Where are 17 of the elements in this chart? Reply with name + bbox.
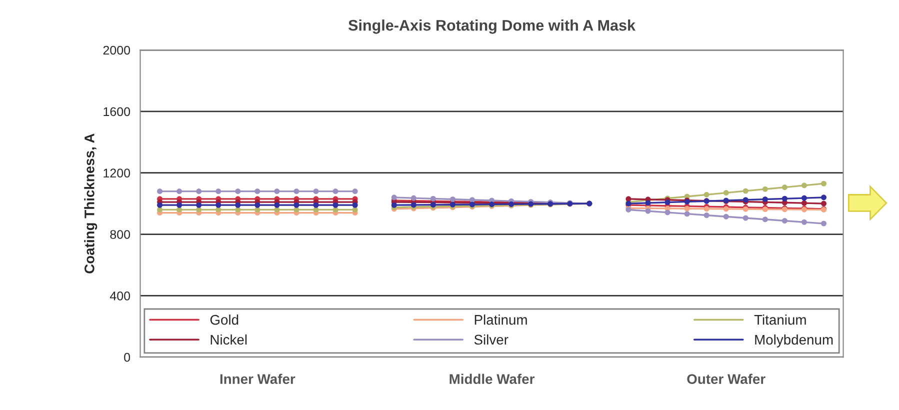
x-tick-label: Outer Wafer xyxy=(687,374,766,384)
x-tick-label: Inner Wafer xyxy=(220,374,296,384)
legend-label: Gold xyxy=(210,314,238,325)
legend-label: Platinum xyxy=(474,314,527,325)
legend-label: Titanium xyxy=(754,314,806,325)
y-tick-label: 2000 xyxy=(103,46,130,55)
chart-title: Single-Axis Rotating Dome with A Mask xyxy=(348,20,636,34)
x-tick-label: Middle Wafer xyxy=(450,374,534,384)
legend-label: Nickel xyxy=(210,334,247,345)
y-tick-label: 1600 xyxy=(104,107,130,116)
legend-label: Molybdenum xyxy=(755,334,833,348)
y-tick-label: 0 xyxy=(124,352,130,362)
legend-label: Silver xyxy=(474,334,508,345)
y-axis-title: Coating Thickness, A xyxy=(84,134,98,274)
y-tick-label: 800 xyxy=(110,230,130,239)
y-tick-label: 1200 xyxy=(104,168,130,178)
y-tick-label: 400 xyxy=(110,291,130,300)
